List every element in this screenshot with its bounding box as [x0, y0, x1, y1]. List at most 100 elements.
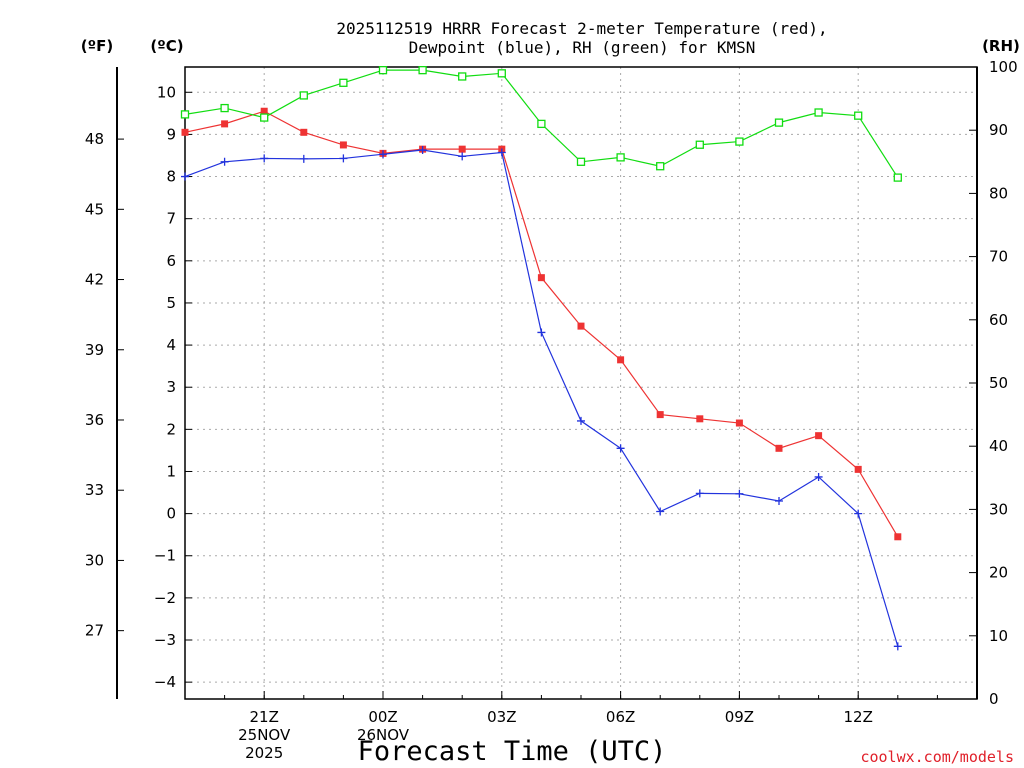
fahrenheit-tick-label: 48: [85, 130, 104, 148]
rh-tick-label: 90: [989, 121, 1008, 139]
temperature-point: [656, 411, 664, 419]
rh-tick-label: 40: [989, 437, 1008, 455]
rh-point: [260, 113, 269, 122]
dewpoint-point: [537, 328, 546, 337]
temperature-point: [735, 419, 743, 427]
temperature-point: [894, 533, 902, 541]
rh-point: [497, 69, 506, 78]
celsius-tick-label: −4: [154, 673, 176, 691]
rh-tick-label: 0: [989, 690, 999, 708]
dewpoint-point: [418, 146, 427, 155]
rh-tick-label: 60: [989, 311, 1008, 329]
rh-point: [695, 140, 704, 149]
rh-point: [378, 66, 388, 75]
fahrenheit-tick-label: 39: [85, 341, 104, 359]
temperature-point: [854, 465, 862, 473]
rh-point: [339, 78, 348, 87]
celsius-tick-label: 0: [166, 505, 176, 523]
rh-tick-label: 80: [989, 184, 1008, 202]
temperature-line: [184, 110, 899, 538]
temperature-point: [577, 322, 585, 330]
dewpoint-point: [656, 507, 665, 516]
rh-point: [774, 118, 784, 127]
temperature-point: [339, 141, 347, 149]
x-tick-label: 09Z: [725, 708, 754, 726]
x-tick-label: 21Z: [250, 708, 279, 726]
rh-tick-label: 20: [989, 564, 1008, 582]
rh-point: [576, 157, 586, 166]
dewpoint-point: [339, 154, 348, 163]
temperature-point: [537, 274, 545, 282]
rh-point: [893, 173, 902, 182]
temperature-point: [300, 128, 308, 136]
celsius-tick-label: 6: [166, 252, 176, 270]
fahrenheit-tick-label: 27: [85, 622, 104, 640]
chart-title-line2: Dewpoint (blue), RH (green) for KMSN: [409, 38, 756, 57]
rh-point: [220, 103, 229, 113]
x-tick-date: 26NOV: [357, 726, 410, 744]
dewpoint-point: [260, 154, 269, 163]
rh-tick-label: 30: [989, 500, 1008, 518]
celsius-tick-label: 1: [166, 462, 176, 480]
celsius-tick-label: −2: [154, 589, 176, 607]
dewpoint-point: [893, 642, 902, 651]
celsius-tick-label: −1: [154, 547, 176, 565]
credit-label: coolwx.com/models: [860, 748, 1014, 766]
dewpoint-point: [616, 444, 625, 453]
fahrenheit-tick-label: 42: [85, 271, 104, 289]
temperature-point: [696, 415, 704, 423]
celsius-tick-label: 3: [166, 378, 176, 396]
dewpoint-point: [775, 496, 783, 505]
rh-point: [537, 119, 546, 129]
rh-point: [458, 72, 467, 81]
dewpoint-point: [379, 150, 387, 159]
x-axis-label: Forecast Time (UTC): [358, 736, 667, 767]
dewpoint-point: [814, 472, 823, 481]
temperature-point: [815, 432, 823, 440]
dewpoint-point: [497, 148, 506, 157]
temperature-point: [181, 128, 189, 136]
x-tick-label: 06Z: [606, 708, 635, 726]
fahrenheit-tick-label: 36: [85, 411, 104, 429]
dewpoint-point: [458, 152, 467, 161]
chart-title-line1: 2025112519 HRRR Forecast 2-meter Tempera…: [336, 19, 827, 38]
x-tick-year: 2025: [245, 744, 283, 762]
x-tick-label: 03Z: [487, 708, 516, 726]
rh-tick-label: 50: [989, 374, 1008, 392]
fahrenheit-tick-label: 33: [85, 481, 104, 499]
grid-lines: [185, 67, 977, 699]
x-tick-date: 25NOV: [238, 726, 291, 744]
x-tick-label: 00Z: [368, 708, 397, 726]
dewpoint-point: [735, 489, 744, 498]
rh-point: [854, 111, 863, 120]
rh-point: [616, 153, 625, 162]
x-tick-label: 12Z: [844, 708, 873, 726]
temperature-point: [260, 107, 268, 115]
temperature-point: [458, 145, 466, 153]
celsius-tick-label: 10: [157, 83, 176, 101]
dewpoint-point: [299, 154, 308, 163]
rh-tick-label: 10: [989, 627, 1008, 645]
rh-point: [418, 66, 427, 75]
celsius-tick-label: 2: [166, 420, 176, 438]
celsius-tick-label: 5: [166, 294, 176, 312]
fahrenheit-tick-label: 45: [85, 200, 104, 218]
dewpoint-point: [220, 157, 229, 166]
dewpoint-point: [854, 509, 863, 518]
rh-point: [656, 162, 665, 171]
dewpoint-point: [181, 172, 189, 181]
celsius-tick-label: 4: [166, 336, 176, 354]
rh-point: [299, 91, 308, 100]
fahrenheit-tick-label: 30: [85, 551, 104, 569]
temperature-point: [617, 356, 625, 364]
rh-point: [735, 137, 744, 146]
rh-point: [814, 108, 823, 117]
axis-ticks: −4−3−2−101234567891021Z25NOV202500Z26NOV…: [85, 58, 1018, 762]
dewpoint-line: [184, 149, 899, 647]
celsius-unit-label: (ºC): [150, 37, 183, 55]
celsius-tick-label: 8: [166, 168, 176, 186]
celsius-tick-label: −3: [154, 631, 176, 649]
temperature-point: [221, 120, 229, 128]
celsius-tick-label: 7: [166, 210, 176, 228]
